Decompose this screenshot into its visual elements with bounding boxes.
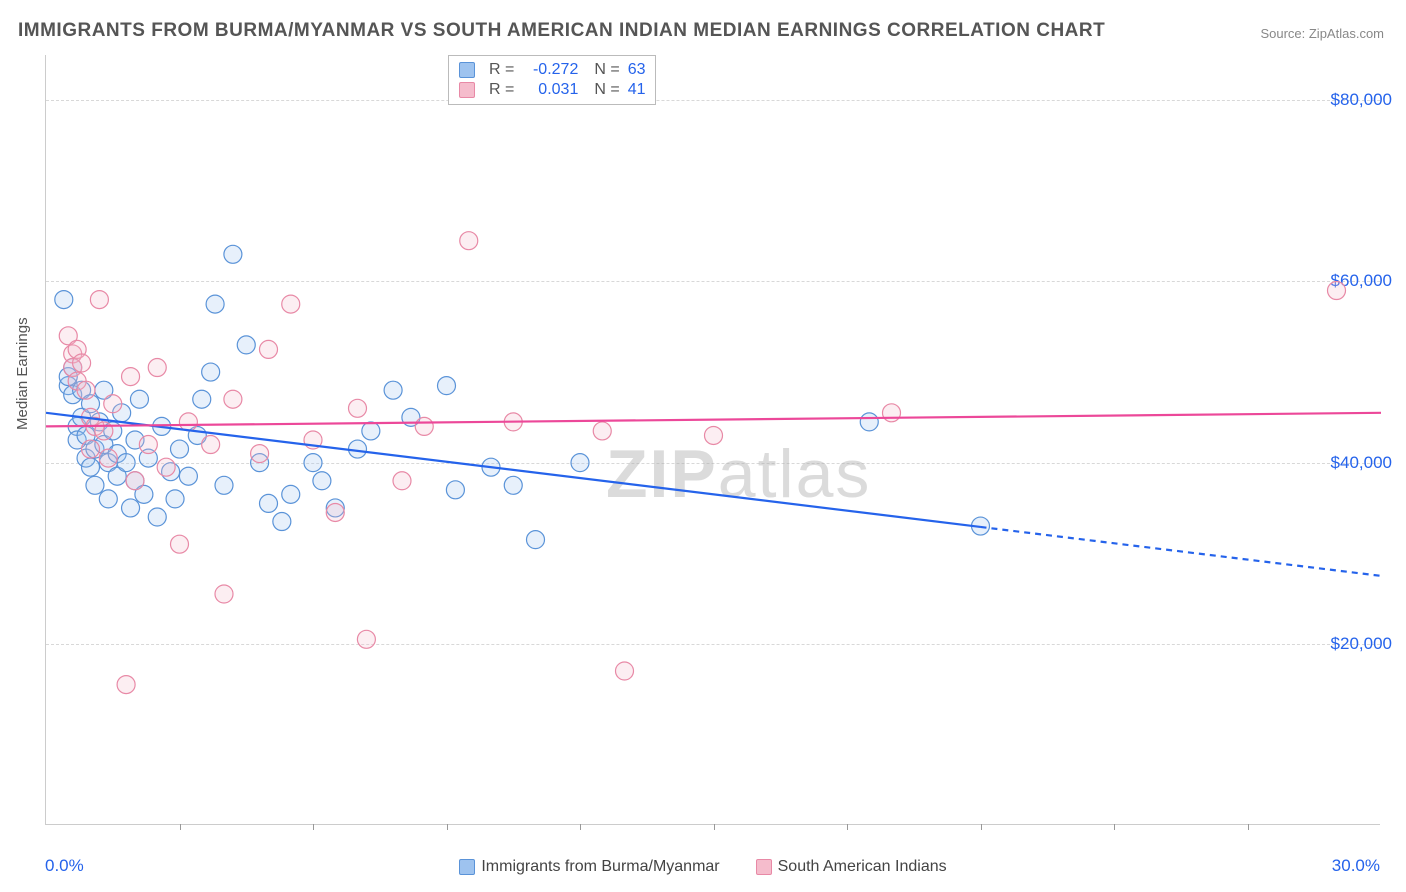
scatter-point-burma [122, 499, 140, 517]
bottom-legend: Immigrants from Burma/Myanmar South Ameri… [0, 858, 1406, 876]
scatter-point-south_american [148, 359, 166, 377]
scatter-point-burma [171, 440, 189, 458]
scatter-point-burma [384, 381, 402, 399]
scatter-point-south_american [157, 458, 175, 476]
scatter-point-burma [179, 467, 197, 485]
scatter-point-burma [55, 291, 73, 309]
scatter-point-south_american [202, 436, 220, 454]
scatter-point-burma [86, 476, 104, 494]
scatter-point-burma [438, 377, 456, 395]
trend-line-dashed-burma [981, 527, 1382, 576]
scatter-point-south_american [1328, 282, 1346, 300]
scatter-point-burma [117, 454, 135, 472]
scatter-point-south_american [616, 662, 634, 680]
source-attribution: Source: ZipAtlas.com [1260, 26, 1384, 41]
scatter-point-south_american [82, 440, 100, 458]
scatter-point-burma [82, 458, 100, 476]
stats-legend: R = -0.272 N = 63 R = 0.031 N = 41 [448, 55, 656, 105]
r-value: -0.272 [522, 61, 578, 79]
scatter-point-burma [260, 494, 278, 512]
scatter-point-south_american [705, 426, 723, 444]
scatter-point-south_american [460, 232, 478, 250]
scatter-point-burma [304, 454, 322, 472]
scatter-point-burma [206, 295, 224, 313]
scatter-point-burma [860, 413, 878, 431]
scatter-point-south_american [357, 630, 375, 648]
bottom-legend-item: South American Indians [756, 858, 947, 875]
scatter-point-south_american [171, 535, 189, 553]
scatter-point-south_american [251, 445, 269, 463]
n-label: N = [594, 61, 619, 79]
scatter-svg [46, 55, 1381, 825]
scatter-point-burma [193, 390, 211, 408]
y-axis-label: Median Earnings [14, 317, 31, 430]
scatter-point-burma [224, 245, 242, 263]
scatter-point-south_american [349, 399, 367, 417]
bottom-legend-item: Immigrants from Burma/Myanmar [459, 858, 719, 875]
scatter-point-burma [504, 476, 522, 494]
scatter-point-south_american [282, 295, 300, 313]
scatter-point-burma [527, 531, 545, 549]
scatter-point-burma [202, 363, 220, 381]
n-value: 63 [628, 61, 646, 79]
scatter-point-south_american [77, 381, 95, 399]
stats-row-south_american: R = 0.031 N = 41 [459, 80, 645, 100]
legend-swatch-icon [459, 859, 475, 875]
scatter-point-burma [446, 481, 464, 499]
n-label: N = [594, 81, 619, 99]
scatter-point-south_american [179, 413, 197, 431]
scatter-point-burma [166, 490, 184, 508]
scatter-point-south_american [593, 422, 611, 440]
trend-line-south_american [46, 413, 1381, 427]
scatter-point-south_american [95, 422, 113, 440]
chart-title: IMMIGRANTS FROM BURMA/MYANMAR VS SOUTH A… [18, 20, 1105, 42]
scatter-point-south_american [90, 291, 108, 309]
scatter-point-burma [130, 390, 148, 408]
scatter-point-south_american [224, 390, 242, 408]
legend-swatch-icon [459, 82, 475, 98]
scatter-point-burma [99, 490, 117, 508]
n-value: 41 [628, 81, 646, 99]
scatter-point-burma [313, 472, 331, 490]
r-label: R = [489, 81, 514, 99]
plot-area: ZIPatlas [45, 55, 1380, 825]
scatter-point-burma [237, 336, 255, 354]
scatter-point-south_american [139, 436, 157, 454]
scatter-point-south_american [117, 676, 135, 694]
scatter-point-burma [571, 454, 589, 472]
scatter-point-south_american [393, 472, 411, 490]
scatter-point-burma [273, 513, 291, 531]
legend-swatch-icon [756, 859, 772, 875]
legend-swatch-icon [459, 62, 475, 78]
stats-row-burma: R = -0.272 N = 63 [459, 60, 645, 80]
scatter-point-south_american [122, 368, 140, 386]
scatter-point-south_american [415, 417, 433, 435]
r-value: 0.031 [522, 81, 578, 99]
scatter-point-south_american [99, 449, 117, 467]
scatter-point-south_american [215, 585, 233, 603]
scatter-point-south_american [104, 395, 122, 413]
scatter-point-south_american [260, 340, 278, 358]
legend-label: Immigrants from Burma/Myanmar [481, 858, 719, 875]
scatter-point-burma [215, 476, 233, 494]
legend-label: South American Indians [778, 858, 947, 875]
scatter-point-burma [282, 485, 300, 503]
scatter-point-south_american [326, 503, 344, 521]
scatter-point-burma [362, 422, 380, 440]
r-label: R = [489, 61, 514, 79]
scatter-point-south_american [883, 404, 901, 422]
scatter-point-south_american [73, 354, 91, 372]
scatter-point-south_american [126, 472, 144, 490]
scatter-point-burma [148, 508, 166, 526]
